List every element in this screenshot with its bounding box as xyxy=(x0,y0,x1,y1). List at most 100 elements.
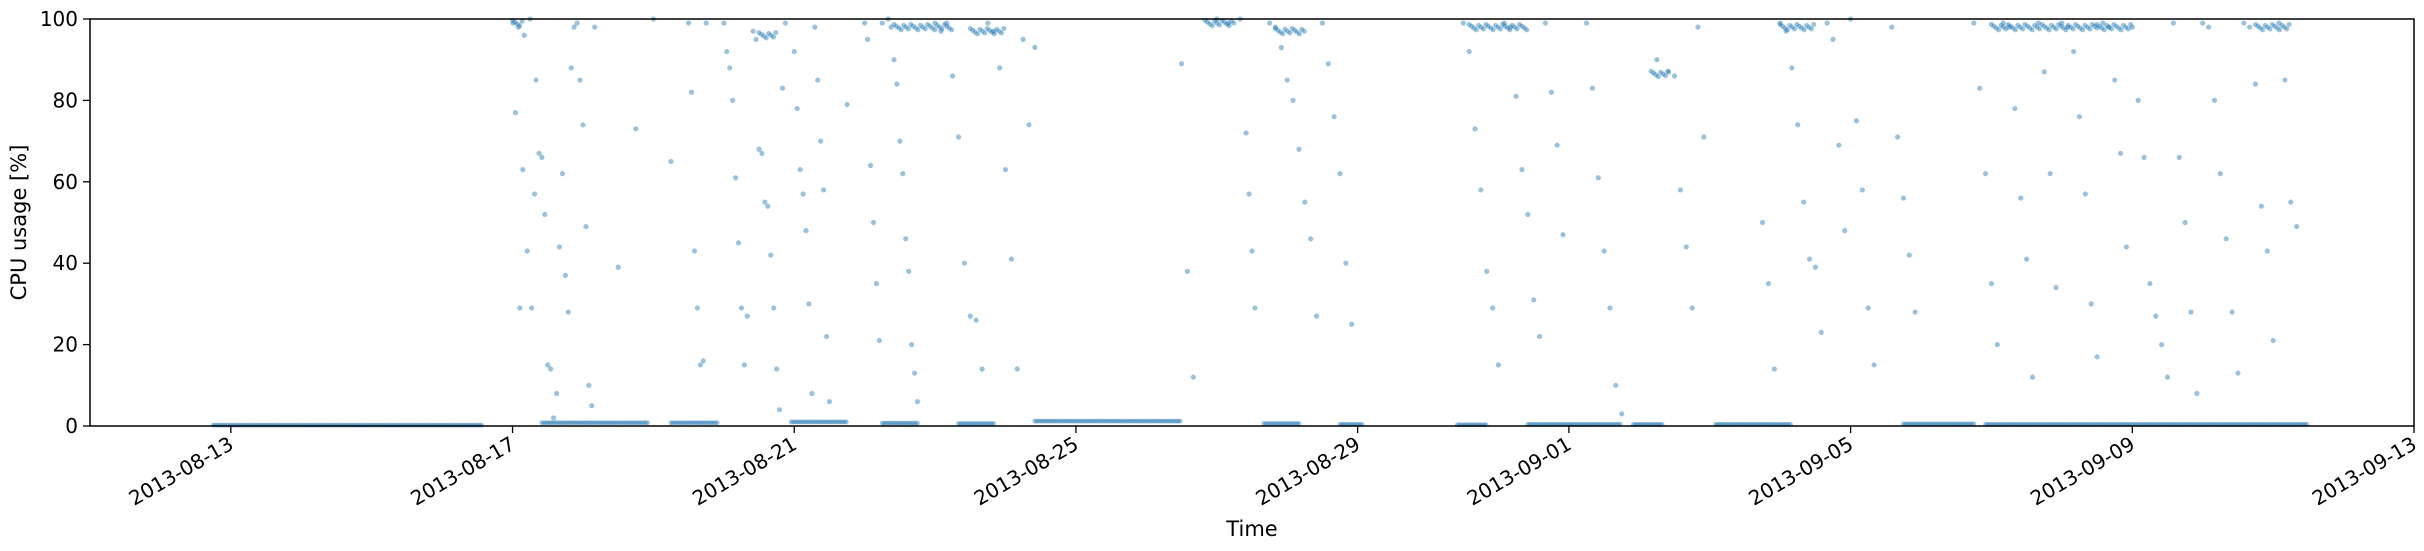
cluster-point xyxy=(2032,22,2038,28)
data-point xyxy=(815,77,821,83)
baseline-point xyxy=(1047,418,1053,424)
cluster-point xyxy=(991,31,997,37)
baseline-point xyxy=(706,420,711,426)
baseline-point xyxy=(601,420,606,426)
cluster-point xyxy=(773,30,779,36)
baseline-point xyxy=(1905,421,1911,427)
data-point xyxy=(1806,256,1813,262)
cluster-point xyxy=(2281,24,2287,30)
data-point xyxy=(1771,366,1777,372)
data-point xyxy=(2241,20,2247,26)
data-point xyxy=(826,398,833,405)
baseline-point xyxy=(1065,418,1071,424)
data-point xyxy=(1246,191,1252,197)
baseline-point xyxy=(690,420,696,426)
baseline-point xyxy=(1120,418,1126,424)
baseline-point xyxy=(609,420,615,426)
data-point xyxy=(1654,57,1660,63)
baseline-point xyxy=(699,420,705,426)
baseline-point xyxy=(906,420,912,426)
cluster-point xyxy=(1226,23,1232,29)
data-point xyxy=(732,175,739,181)
baseline-point xyxy=(984,421,990,426)
cluster-point xyxy=(905,26,911,32)
data-point xyxy=(911,370,918,376)
baseline-point xyxy=(1270,421,1275,426)
baseline-point xyxy=(1292,421,1297,426)
baseline-point xyxy=(479,422,485,428)
baseline-point xyxy=(830,419,836,425)
cluster-point xyxy=(1500,21,1506,27)
cluster-point xyxy=(1216,22,1222,28)
baseline-point xyxy=(1925,421,1931,427)
baseline-point xyxy=(893,420,898,426)
data-point xyxy=(2282,77,2288,83)
baseline-point xyxy=(1140,418,1146,424)
cluster-point xyxy=(1804,22,1810,28)
cluster-point xyxy=(2003,26,2009,32)
baseline-point xyxy=(590,420,595,426)
data-point xyxy=(703,20,709,26)
cluster-point xyxy=(2116,25,2122,31)
baseline-point xyxy=(1111,418,1117,424)
baseline-point xyxy=(956,421,961,426)
baseline-point xyxy=(895,420,901,426)
data-point xyxy=(812,24,818,30)
cluster-point xyxy=(1780,23,1786,29)
baseline-point xyxy=(1287,421,1293,426)
baseline-point xyxy=(910,420,916,426)
data-point xyxy=(2176,154,2182,160)
data-point xyxy=(2182,219,2188,226)
baseline-point xyxy=(912,420,918,426)
data-point xyxy=(2041,69,2047,75)
baseline-point xyxy=(1089,418,1095,424)
baseline-point xyxy=(579,420,584,426)
cluster-point xyxy=(2027,25,2033,31)
cluster-point xyxy=(2044,25,2050,31)
baseline-point xyxy=(882,420,887,426)
y-tick-label: 60 xyxy=(53,170,78,194)
data-point xyxy=(753,36,759,42)
baseline-point xyxy=(1083,418,1088,424)
baseline-point xyxy=(808,419,814,425)
cluster-point xyxy=(2065,22,2071,28)
data-point xyxy=(724,48,730,55)
baseline-point xyxy=(1261,421,1267,426)
data-point xyxy=(1267,20,1273,26)
data-point xyxy=(1695,24,1701,30)
data-point xyxy=(1020,36,1026,42)
cluster-point xyxy=(2087,26,2093,32)
baseline-point xyxy=(1039,418,1044,424)
baseline-point xyxy=(793,419,799,425)
baseline-point xyxy=(1118,418,1124,424)
y-tick-label: 100 xyxy=(40,7,78,31)
cluster-point xyxy=(2048,22,2054,28)
data-point xyxy=(2082,191,2088,197)
cluster-point xyxy=(1799,25,1805,31)
data-point xyxy=(1002,166,1009,173)
baseline-point xyxy=(1166,418,1172,424)
data-point xyxy=(1519,166,1525,173)
cluster-point xyxy=(763,35,769,41)
baseline-point xyxy=(638,420,644,426)
cluster-point xyxy=(1493,22,1499,28)
data-point xyxy=(562,272,568,279)
cluster-point xyxy=(2046,27,2052,33)
baseline-point xyxy=(1045,418,1051,424)
baseline-point xyxy=(839,419,845,425)
baseline-point xyxy=(616,420,622,426)
data-point xyxy=(961,260,968,266)
cluster-point xyxy=(1469,23,1475,29)
data-point xyxy=(2024,256,2030,262)
cluster-point xyxy=(1284,28,1290,34)
cluster-point xyxy=(1209,23,1215,29)
data-point xyxy=(2117,150,2124,156)
data-point xyxy=(1325,61,1331,67)
data-point xyxy=(568,65,574,71)
cluster-point xyxy=(2099,25,2105,31)
baseline-point xyxy=(681,420,687,426)
baseline-point xyxy=(908,420,914,426)
baseline-point xyxy=(1272,421,1278,426)
data-point xyxy=(548,366,554,372)
cluster-point xyxy=(1998,22,2004,28)
